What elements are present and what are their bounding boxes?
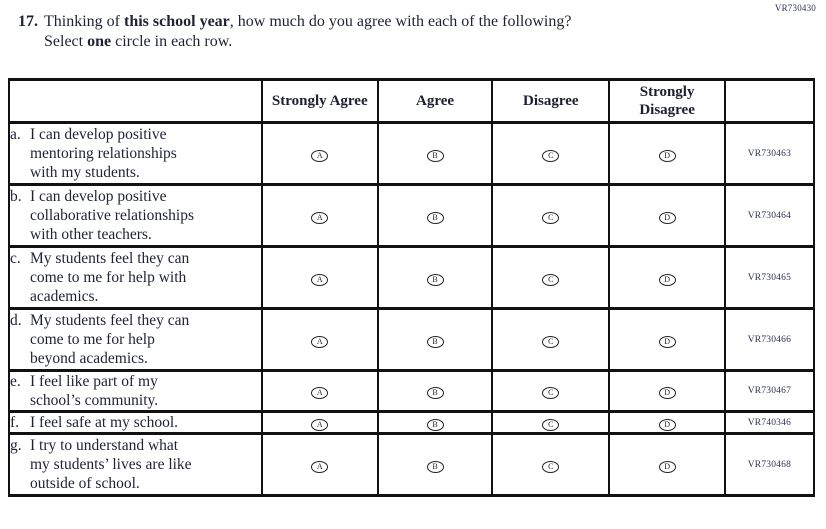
- header-empty-statement: [8, 78, 263, 124]
- bubble-strongly-disagree[interactable]: D: [658, 335, 676, 348]
- bubble-agree[interactable]: B: [426, 460, 444, 473]
- bubble-disagree[interactable]: C: [542, 387, 560, 399]
- row-statement: My students feel they can come to me for…: [30, 250, 190, 305]
- row-letter: b.: [10, 188, 22, 205]
- table-row-a: a. I can develop positive mentoring relat…: [8, 121, 816, 186]
- row-letter: a.: [10, 126, 21, 143]
- form-accession-code: VR730430: [774, 3, 816, 13]
- table-row-e: e. I feel like part of my school’s commun…: [8, 369, 816, 413]
- bubble-agree[interactable]: B: [426, 387, 444, 399]
- question-number: 17.: [18, 13, 38, 30]
- bubble-strongly-agree[interactable]: A: [311, 387, 329, 399]
- bubble-agree[interactable]: B: [426, 335, 444, 348]
- question-text: Thinking of this school year, how much d…: [44, 12, 571, 52]
- question-line1-pre: Thinking of: [44, 13, 124, 30]
- row-accession-code: VR730467: [723, 369, 816, 413]
- bubble-strongly-disagree[interactable]: D: [658, 273, 676, 286]
- row-statement: I feel safe at my school.: [30, 414, 179, 431]
- row-statement: I try to understand what my students’ li…: [30, 437, 192, 492]
- bubble-strongly-agree[interactable]: A: [311, 418, 329, 431]
- bubble-strongly-agree[interactable]: A: [311, 335, 329, 348]
- bubble-agree[interactable]: B: [426, 418, 444, 431]
- question-line1-bold: this school year: [124, 13, 230, 30]
- bubble-strongly-agree[interactable]: A: [311, 460, 329, 473]
- table-row-b: b. I can develop positive collaborative r…: [8, 183, 816, 248]
- bubble-disagree[interactable]: C: [542, 273, 560, 286]
- row-letter: e.: [10, 373, 21, 390]
- row-accession-code: VR740346: [723, 410, 816, 435]
- header-strongly-agree: Strongly Agree: [260, 78, 379, 124]
- bubble-strongly-disagree[interactable]: D: [658, 460, 676, 473]
- row-statement: My students feel they can come to me for…: [30, 312, 190, 367]
- bubble-disagree[interactable]: C: [542, 335, 560, 348]
- row-statement: I feel like part of my school’s communit…: [30, 373, 159, 409]
- bubble-strongly-disagree[interactable]: D: [658, 149, 676, 162]
- bubble-agree[interactable]: B: [426, 211, 444, 224]
- bubble-strongly-disagree[interactable]: D: [658, 418, 676, 431]
- header-row: Strongly Agree Agree Disagree Strongly D…: [8, 78, 816, 124]
- question-line2-pre: Select: [44, 33, 88, 50]
- row-letter: f.: [10, 414, 20, 431]
- question-line2-bold: one: [87, 33, 112, 50]
- bubble-strongly-disagree[interactable]: D: [658, 211, 676, 224]
- table-row-d: d. My students feel they can come to me f…: [8, 307, 816, 372]
- bubble-disagree[interactable]: C: [542, 211, 560, 224]
- header-strongly-disagree: Strongly Disagree: [608, 78, 726, 124]
- question-block: 17. Thinking of this school year, how mu…: [18, 12, 766, 52]
- bubble-agree[interactable]: B: [426, 273, 444, 286]
- row-statement: I can develop positive mentoring relatio…: [30, 126, 177, 181]
- row-accession-code: VR730465: [723, 245, 816, 310]
- bubble-strongly-agree[interactable]: A: [311, 273, 329, 286]
- agreement-matrix-table: Strongly Agree Agree Disagree Strongly D…: [8, 78, 816, 497]
- header-disagree: Disagree: [491, 78, 611, 124]
- header-agree: Agree: [376, 78, 494, 124]
- row-accession-code: VR730463: [723, 121, 816, 186]
- row-accession-code: VR730466: [723, 307, 816, 372]
- bubble-strongly-disagree[interactable]: D: [658, 387, 676, 399]
- bubble-disagree[interactable]: C: [542, 149, 560, 162]
- bubble-strongly-agree[interactable]: A: [311, 211, 329, 224]
- question-line1-post: , how much do you agree with each of the…: [229, 13, 572, 30]
- bubble-strongly-agree[interactable]: A: [311, 149, 329, 162]
- header-empty-code: [723, 78, 816, 124]
- table-row-g: g. I try to understand what my students’ …: [8, 432, 816, 497]
- table-row-c: c. My students feel they can come to me f…: [8, 245, 816, 310]
- row-letter: g.: [10, 437, 22, 454]
- bubble-disagree[interactable]: C: [542, 418, 560, 431]
- row-accession-code: VR730464: [723, 183, 816, 248]
- bubble-disagree[interactable]: C: [542, 460, 560, 473]
- table-row-f: f. I feel safe at my school. A B C D VR74…: [8, 410, 816, 435]
- row-letter: d.: [10, 312, 22, 329]
- question-line2-post: circle in each row.: [111, 33, 233, 50]
- bubble-agree[interactable]: B: [426, 149, 444, 162]
- row-statement: I can develop positive collaborative rel…: [30, 188, 194, 243]
- row-accession-code: VR730468: [723, 432, 816, 497]
- row-letter: c.: [10, 250, 21, 267]
